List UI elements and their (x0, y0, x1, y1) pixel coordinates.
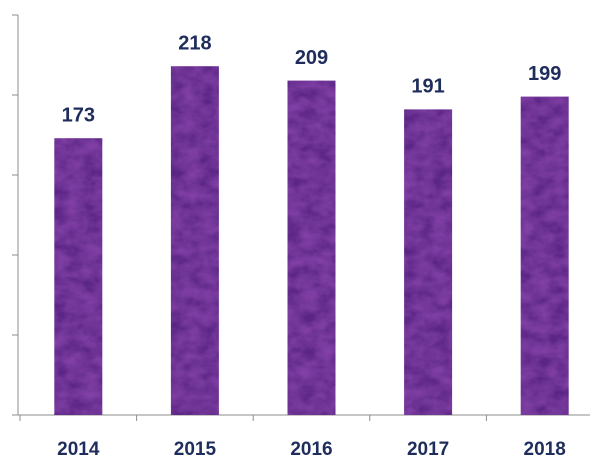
bar (404, 109, 453, 416)
bar (520, 96, 569, 415)
value-label: 191 (411, 76, 444, 98)
value-label: 218 (178, 32, 211, 54)
bar (170, 66, 219, 415)
value-label: 199 (528, 63, 561, 85)
x-tick-label: 2014 (57, 439, 100, 460)
x-tick-label: 2016 (290, 439, 332, 460)
value-label: 173 (62, 104, 95, 126)
bar (54, 138, 103, 415)
value-label: 209 (295, 47, 328, 69)
bar (287, 80, 336, 415)
x-tick-label: 2017 (407, 439, 449, 460)
x-tick-label: 2015 (174, 439, 217, 460)
x-tick-label: 2018 (524, 439, 566, 460)
